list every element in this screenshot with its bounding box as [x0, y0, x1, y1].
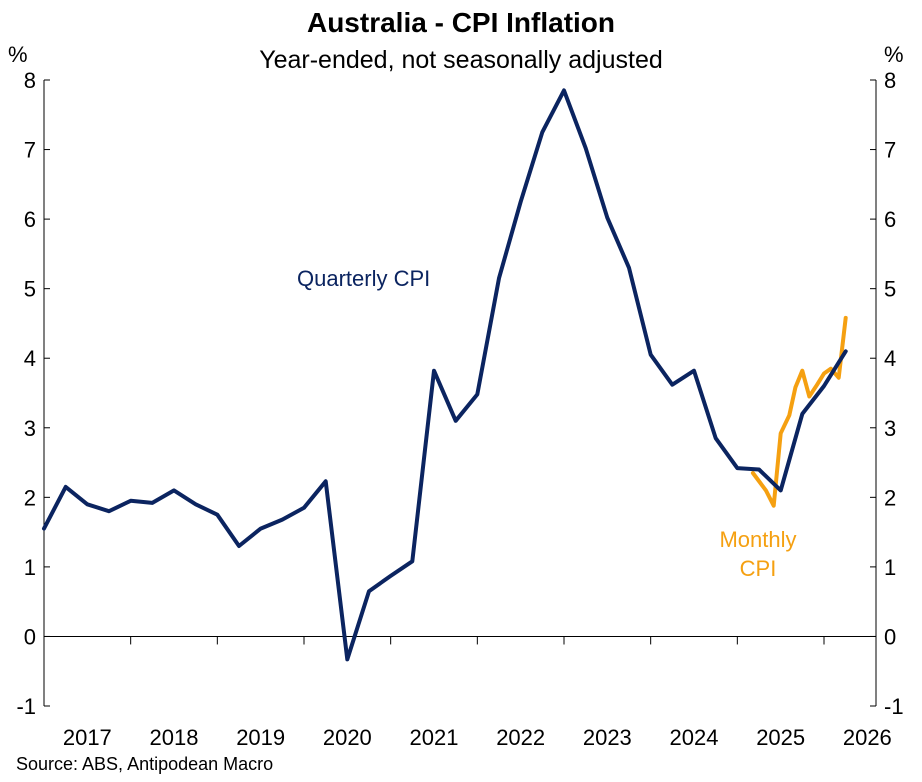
- x-tick-label: 2024: [670, 725, 719, 750]
- y-tick-label-left: 0: [24, 624, 36, 649]
- y-tick-label-left: -1: [16, 694, 36, 719]
- monthly-cpi-line: [750, 315, 848, 508]
- chart-subtitle: Year-ended, not seasonally adjusted: [259, 46, 663, 74]
- y-unit-left: %: [8, 42, 28, 67]
- x-tick-labels: 2017 2018 2019 2020 2021 2022 2023 2024 2025 2026: [63, 725, 892, 750]
- y-tick-label-left: 2: [24, 485, 36, 510]
- x-tick-label: 2018: [150, 725, 199, 750]
- y-tick-label-left: 4: [24, 346, 36, 371]
- chart-title: Australia - CPI Inflation: [307, 7, 615, 38]
- y-tick-label-left: 5: [24, 277, 36, 302]
- y-tick-labels: -1 -1 0 0 1 1 2 2 3 3 4 4 5 5 6 6 7 7 8 8: [16, 68, 903, 719]
- y-unit-right: %: [884, 42, 904, 67]
- monthly-cpi-label-line1: Monthly: [719, 527, 796, 552]
- y-tick-label-right: 3: [884, 416, 896, 441]
- y-tick-label-right: 6: [884, 207, 896, 232]
- quarterly-cpi-label: Quarterly CPI: [297, 266, 430, 291]
- y-tick-label-right: 7: [884, 138, 896, 163]
- y-tick-label-right: 4: [884, 346, 896, 371]
- x-tick-label: 2017: [63, 725, 112, 750]
- x-tick-label: 2023: [583, 725, 632, 750]
- x-tick-label: 2022: [496, 725, 545, 750]
- y-tick-label-left: 6: [24, 207, 36, 232]
- y-tick-label-right: 8: [884, 68, 896, 93]
- y-tick-label-right: 2: [884, 485, 896, 510]
- y-tick-label-right: 1: [884, 555, 896, 580]
- x-tick-label: 2019: [236, 725, 285, 750]
- x-tick-label: 2020: [323, 725, 372, 750]
- y-tick-label-left: 8: [24, 68, 36, 93]
- x-tick-label: 2025: [756, 725, 805, 750]
- x-tick-label: 2026: [843, 725, 892, 750]
- series-lines: [42, 88, 848, 662]
- quarterly-cpi-line: [42, 88, 848, 662]
- monthly-cpi-label-line2: CPI: [740, 556, 777, 581]
- x-tick-label: 2021: [410, 725, 459, 750]
- y-tick-label-left: 7: [24, 138, 36, 163]
- y-tick-label-right: -1: [884, 694, 904, 719]
- y-tick-label-left: 1: [24, 555, 36, 580]
- y-tick-label-right: 0: [884, 624, 896, 649]
- source-note: Source: ABS, Antipodean Macro: [16, 754, 273, 774]
- y-tick-label-left: 3: [24, 416, 36, 441]
- axes: [43, 79, 877, 707]
- y-tick-label-right: 5: [884, 277, 896, 302]
